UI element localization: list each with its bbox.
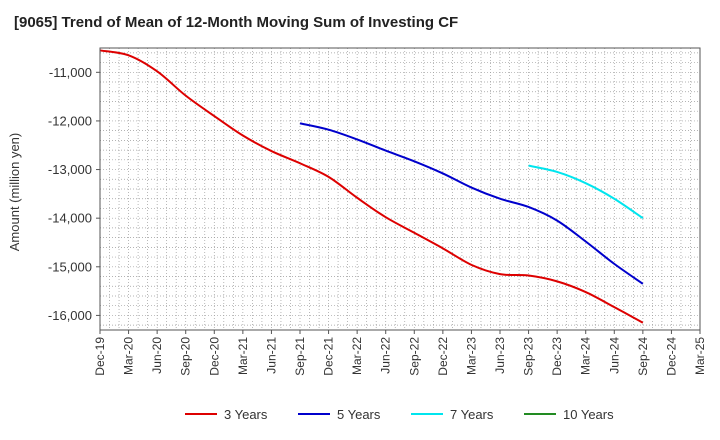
legend-item-5-years: 5 Years: [298, 407, 381, 422]
x-tick-label: Mar-22: [350, 337, 364, 375]
x-tick-label: Sep-23: [522, 337, 536, 376]
x-tick-label: Jun-21: [264, 337, 278, 374]
y-tick-label: -14,000: [48, 211, 92, 226]
legend-label: 10 Years: [563, 407, 614, 422]
x-tick-label: Dec-19: [93, 337, 107, 376]
x-tick-label: Dec-20: [207, 337, 221, 376]
x-tick-label: Mar-24: [579, 337, 593, 375]
chart-title: [9065] Trend of Mean of 12-Month Moving …: [14, 14, 459, 31]
series-line-5-years: [299, 122, 644, 285]
y-tick-label: -16,000: [48, 308, 92, 323]
legend-item-10-years: 10 Years: [524, 407, 614, 422]
y-tick-label: -13,000: [48, 162, 92, 177]
series-lines: [99, 49, 644, 324]
axes: -11,000 -12,000 -13,000 -14,000 -15,000 -16,0…: [48, 47, 707, 376]
legend-item-7-years: 7 Years: [411, 407, 494, 422]
x-tick-label: Jun-22: [379, 337, 393, 374]
x-tick-label: Jun-24: [607, 337, 621, 374]
x-tick-label: Dec-22: [436, 337, 450, 376]
y-tick-label: -12,000: [48, 113, 92, 128]
x-tick-label: Sep-21: [293, 337, 307, 376]
x-tick-label: Mar-20: [122, 337, 136, 375]
legend-label: 7 Years: [450, 407, 494, 422]
y-axis-label: Amount (million yen): [7, 133, 22, 252]
plot-border: [99, 47, 701, 331]
x-tick-label: Sep-20: [179, 337, 193, 376]
legend-label: 3 Years: [224, 407, 268, 422]
x-tick-label: Dec-23: [550, 337, 564, 376]
x-tick-label: Sep-22: [407, 337, 421, 376]
x-tick-label: Jun-20: [150, 337, 164, 374]
series-line-3-years: [99, 49, 644, 324]
x-tick-label: Dec-24: [664, 337, 678, 376]
x-tick-label: Jun-23: [493, 337, 507, 374]
x-tick-label: Sep-24: [636, 337, 650, 376]
legend-label: 5 Years: [337, 407, 381, 422]
y-tick-label: -11,000: [49, 65, 92, 80]
series-line-7-years: [528, 164, 644, 219]
legend-item-3-years: 3 Years: [185, 407, 268, 422]
x-tick-label: Mar-21: [236, 337, 250, 375]
x-tick-label: Dec-21: [322, 337, 336, 376]
y-tick-label: -15,000: [48, 259, 92, 274]
x-tick-label: Mar-23: [464, 337, 478, 375]
x-tick-label: Mar-25: [693, 337, 707, 375]
legend: 3 Years 5 Years 7 Years 10 Years: [185, 407, 614, 422]
